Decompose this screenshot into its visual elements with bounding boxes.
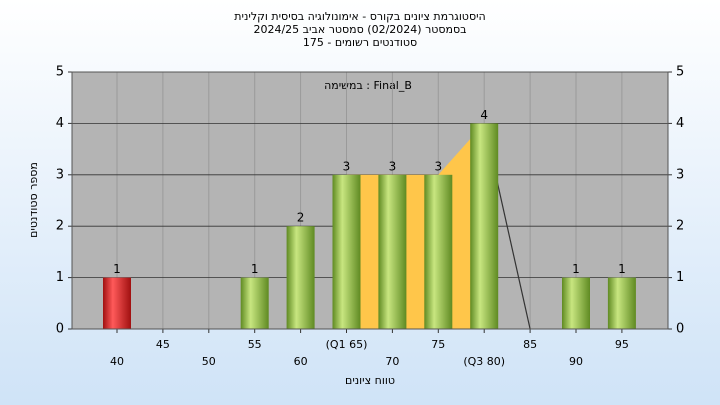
data-label: 3 bbox=[343, 159, 351, 173]
x-tick-label: 55 bbox=[248, 338, 262, 351]
y-tick-label: 0 bbox=[56, 322, 64, 337]
data-label: 1 bbox=[251, 262, 259, 276]
chart-subtitle: סטודנטים רשומים - 175 bbox=[303, 36, 417, 49]
y2-tick-label: 3 bbox=[676, 167, 684, 182]
bar bbox=[240, 277, 269, 329]
y-tick-label: 3 bbox=[56, 167, 64, 182]
bar bbox=[332, 174, 361, 329]
bar bbox=[562, 277, 590, 329]
y-tick-label: 4 bbox=[56, 116, 64, 131]
data-label: 2 bbox=[297, 211, 305, 225]
y-tick-label: 2 bbox=[56, 219, 64, 234]
data-label: 1 bbox=[572, 262, 580, 276]
bar bbox=[607, 277, 636, 329]
plot-frame bbox=[71, 71, 669, 330]
y2-tick-label: 5 bbox=[676, 65, 684, 80]
bar bbox=[470, 123, 499, 330]
x-tick-label: 40 bbox=[110, 355, 124, 368]
bar bbox=[103, 277, 131, 329]
annotation: במשימה : Final_B bbox=[324, 79, 412, 92]
y2-tick-label: 2 bbox=[676, 219, 684, 234]
data-label: 4 bbox=[480, 108, 488, 122]
y-axis-label: מספר סטודנטים bbox=[27, 162, 40, 238]
y2-tick-label: 1 bbox=[676, 270, 684, 285]
x-tick-label: 50 bbox=[202, 355, 216, 368]
data-label: 1 bbox=[113, 262, 121, 276]
bar bbox=[286, 226, 315, 329]
y-tick-label: 5 bbox=[56, 65, 64, 80]
x-tick-label: 45 bbox=[156, 338, 170, 351]
y-tick-label: 1 bbox=[56, 270, 64, 285]
bar bbox=[378, 174, 407, 329]
chart-title: היסטוגרמת ציונים בקורס - אימונולוגיה בסי… bbox=[234, 10, 485, 23]
x-tick-label: 85 bbox=[523, 338, 537, 351]
data-label: 3 bbox=[434, 159, 442, 173]
chart-subtitle: בסמסטר (02/2024) סמסטר אביב 2024/25 bbox=[253, 23, 466, 36]
data-label: 1 bbox=[618, 262, 626, 276]
data-label: 3 bbox=[389, 159, 397, 173]
x-tick-label: (Q3 80) bbox=[463, 355, 505, 368]
x-axis-label: טווח ציונים bbox=[345, 374, 395, 387]
bar bbox=[424, 174, 453, 329]
x-tick-label: 60 bbox=[294, 355, 308, 368]
x-tick-label: 90 bbox=[569, 355, 583, 368]
y2-tick-label: 0 bbox=[676, 322, 684, 337]
x-tick-label: 70 bbox=[385, 355, 399, 368]
y2-tick-label: 4 bbox=[676, 116, 684, 131]
x-tick-label: 95 bbox=[615, 338, 629, 351]
x-tick-label: 75 bbox=[431, 338, 445, 351]
x-tick-label: (Q1 65) bbox=[326, 338, 368, 351]
